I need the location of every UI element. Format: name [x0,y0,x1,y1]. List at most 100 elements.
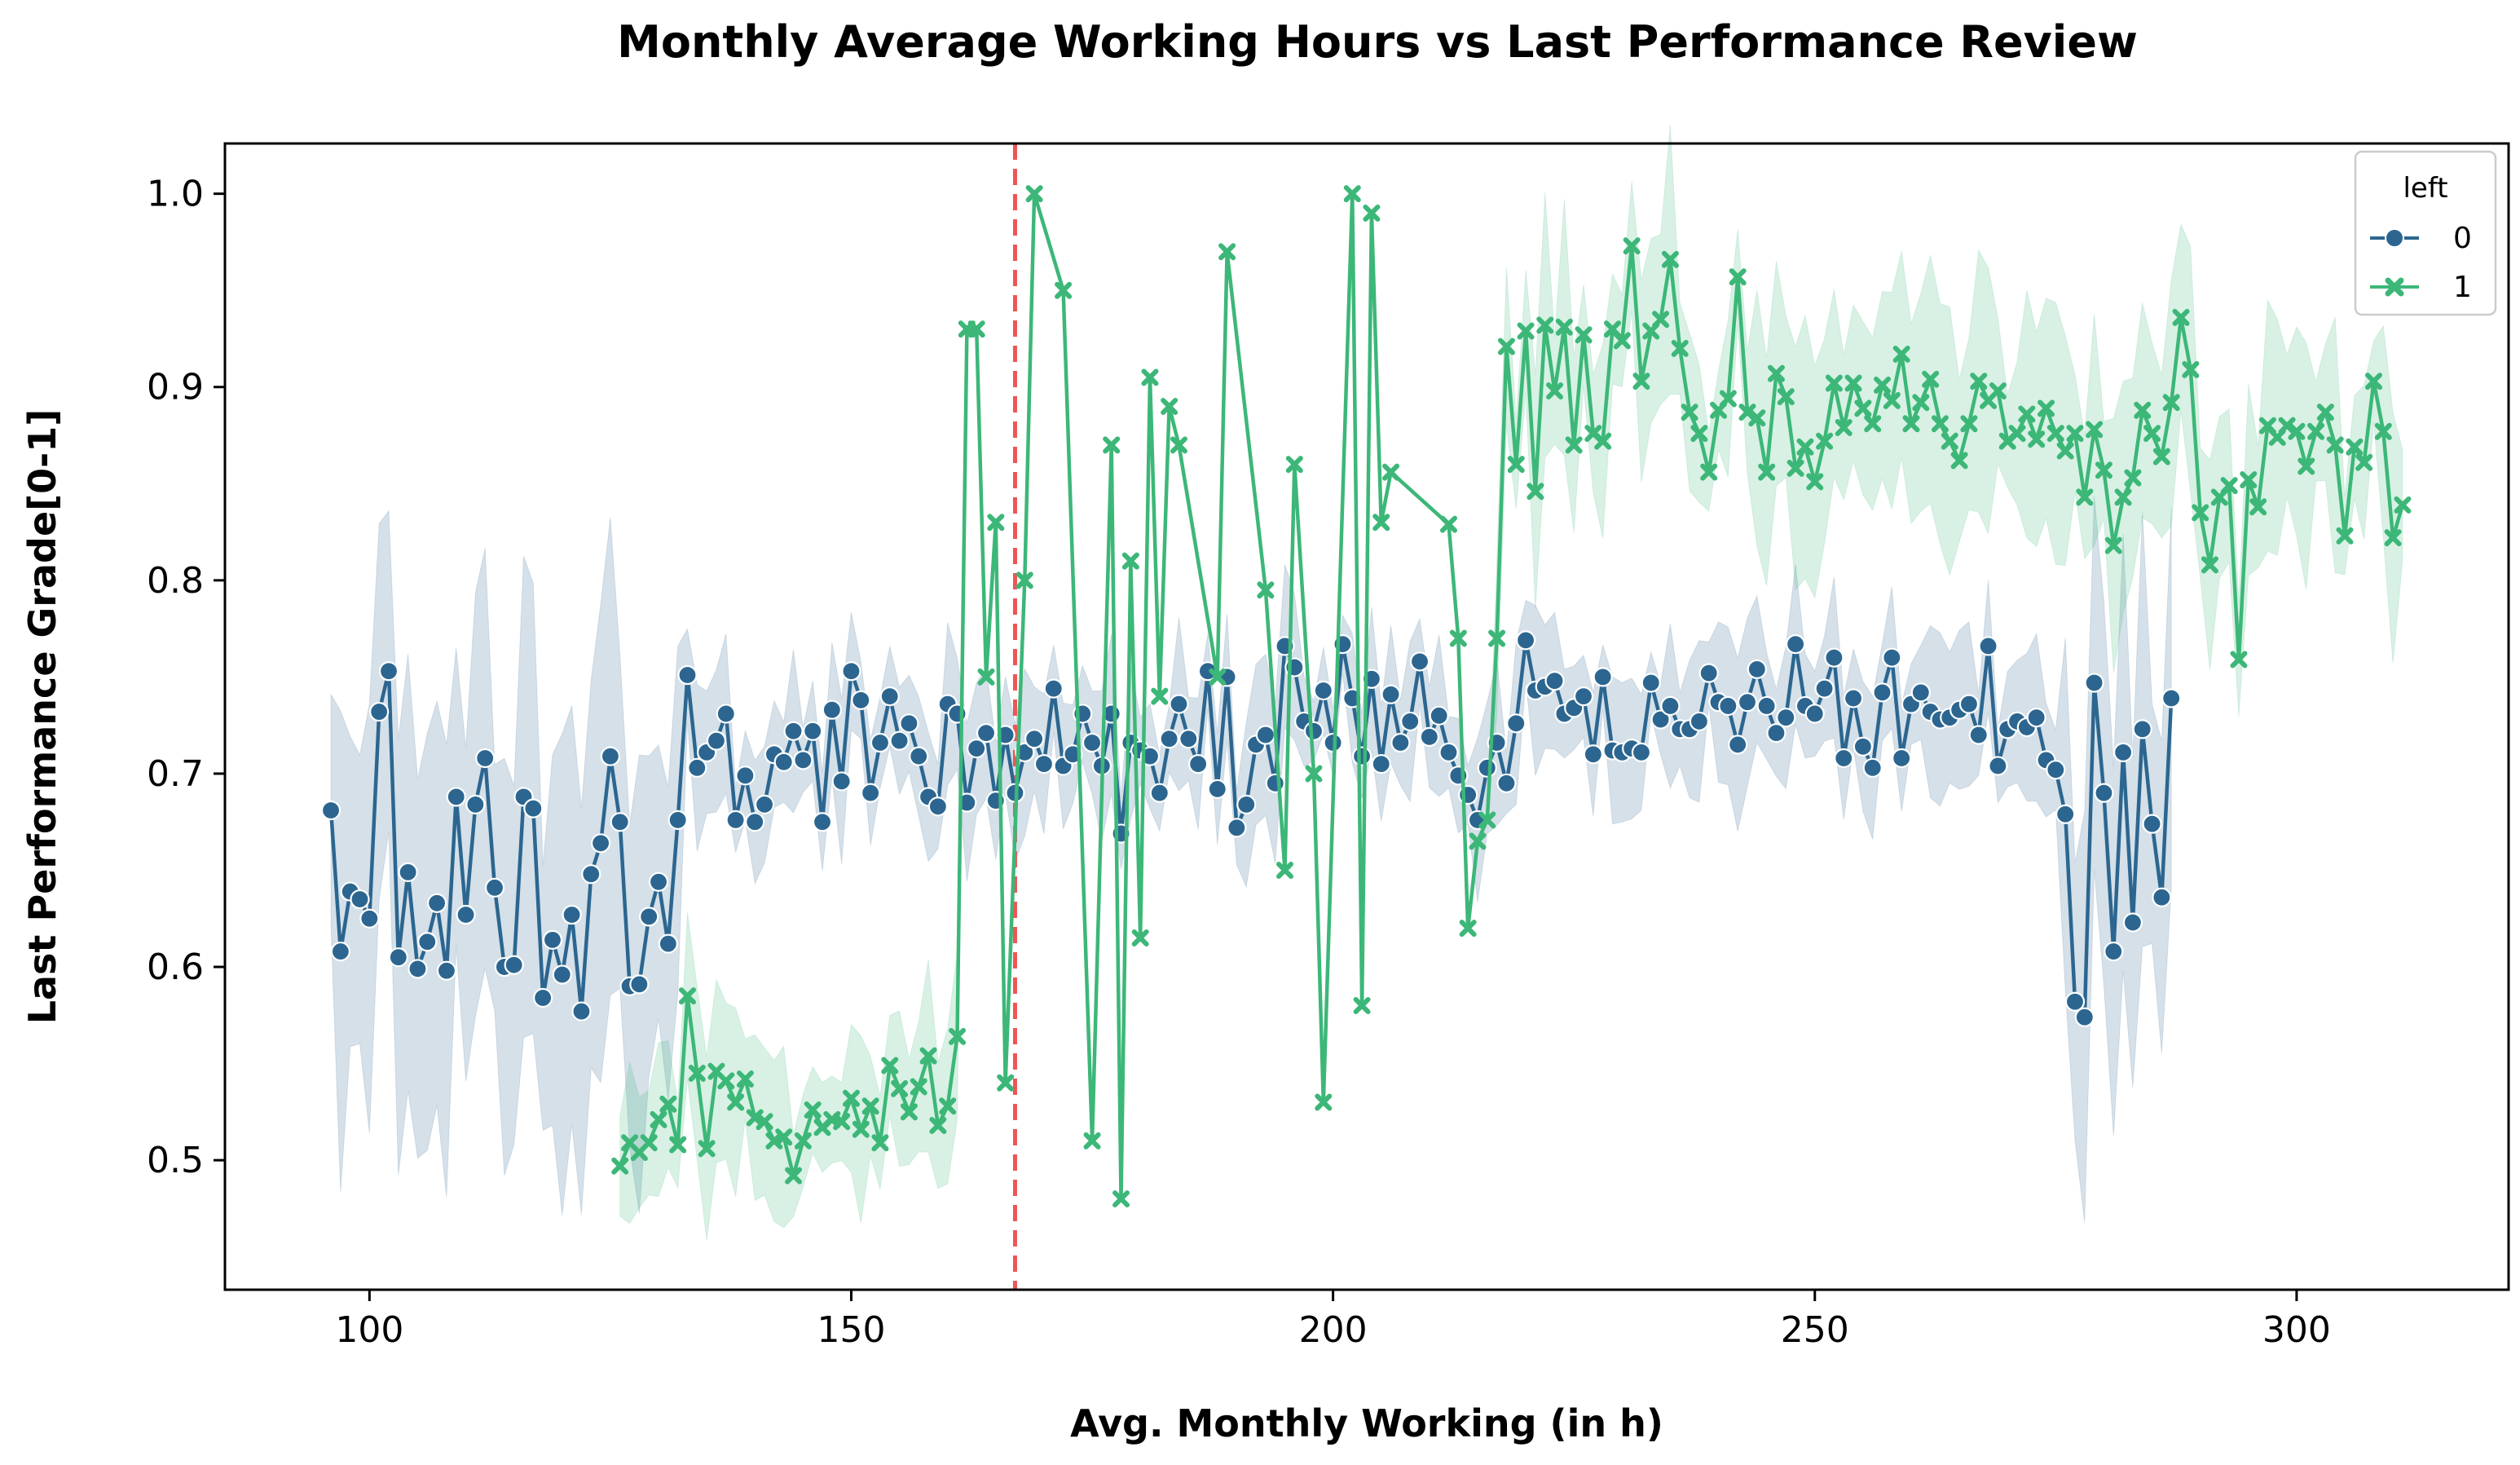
data-point-series-0 [1834,748,1854,769]
data-point-series-1 [1816,432,1834,450]
data-point-series-1 [1883,391,1901,409]
data-point-series-0 [1882,647,1902,668]
data-point-series-1 [1305,765,1323,783]
data-point-series-1 [2038,399,2055,417]
data-point-series-1 [1141,368,1159,386]
data-point-series-0 [812,812,833,832]
data-point-series-1 [2240,471,2258,489]
data-point-series-0 [1853,736,1873,757]
data-point-series-0 [1496,773,1517,793]
data-point-series-0 [1766,723,1786,744]
data-point-series-0 [398,862,418,882]
data-point-series-0 [1169,694,1189,714]
data-point-series-0 [1988,756,2008,776]
data-point-series-0 [1313,680,1333,701]
data-point-series-0 [2074,1007,2095,1027]
data-point-series-1 [871,1134,889,1152]
data-point-series-0 [1082,732,1103,753]
data-point-series-0 [456,904,476,925]
data-point-series-0 [899,713,919,734]
data-point-series-1 [861,1097,879,1115]
data-point-series-1 [1681,404,1698,421]
plot-area [320,124,2412,1290]
data-point-series-0 [1409,651,1430,672]
data-point-series-1 [775,1128,793,1146]
data-point-series-0 [1872,682,1892,703]
x-tick-label: 100 [335,1309,403,1351]
y-tick-label: 0.8 [147,560,204,602]
y-tick-label: 1.0 [147,174,204,215]
data-point-series-1 [1767,364,1785,382]
data-point-series-1 [2182,360,2200,378]
data-point-series-0 [1583,744,1603,765]
data-point-series-0 [552,964,572,985]
data-point-series-0 [484,877,505,898]
data-point-series-1 [1112,1190,1130,1208]
data-point-series-1 [611,1157,629,1175]
data-point-series-0 [378,661,399,682]
data-point-series-1 [736,1070,754,1088]
data-point-series-1 [833,1113,851,1131]
data-point-series-0 [716,704,736,724]
data-point-series-1 [1565,436,1583,454]
data-point-series-0 [427,893,447,913]
data-point-series-1 [2114,488,2132,506]
ci-band-series-0 [330,496,2172,1223]
data-point-series-1 [2249,498,2267,516]
data-point-series-1 [1825,374,1843,392]
data-point-series-0 [629,974,650,995]
data-point-series-1 [1652,311,1670,329]
data-point-series-0 [889,730,910,751]
data-point-series-1 [1892,345,1910,363]
data-point-series-0 [909,746,929,766]
data-point-series-1 [1864,415,1882,433]
legend-marker-series-0 [2385,228,2404,248]
data-point-series-1 [1083,1132,1101,1149]
data-point-series-0 [2122,912,2143,933]
data-point-series-1 [1700,463,1718,481]
data-point-series-1 [1209,668,1227,686]
data-point-series-0 [2055,804,2076,824]
y-tick-label: 0.5 [147,1140,204,1181]
data-point-series-1 [1218,243,1236,261]
data-point-series-1 [1151,687,1169,705]
data-point-series-0 [1814,678,1835,699]
data-point-series-1 [1055,281,1073,299]
data-point-series-0 [1178,729,1199,749]
data-point-series-0 [1236,794,1257,814]
data-point-series-1 [1632,373,1650,391]
data-point-series-0 [1265,773,1285,793]
data-point-series-1 [939,1097,957,1115]
data-point-series-0 [1756,695,1777,717]
data-point-series-1 [1015,571,1033,589]
data-point-series-0 [870,732,891,753]
data-point-series-0 [822,699,842,720]
data-point-series-1 [2143,425,2161,443]
y-tick-label: 0.6 [147,947,204,988]
data-point-series-1 [669,1136,687,1154]
data-point-series-0 [436,960,457,981]
data-point-series-0 [706,730,727,751]
data-point-series-0 [504,955,524,975]
data-point-series-1 [1507,456,1525,474]
data-point-series-1 [1517,322,1535,340]
data-point-series-0 [927,796,948,817]
data-point-series-0 [446,787,466,807]
x-tick-label: 150 [817,1309,885,1351]
data-point-series-0 [1015,742,1035,762]
data-point-series-1 [881,1057,899,1074]
data-point-series-0 [725,810,746,830]
data-point-series-1 [1382,463,1400,481]
data-point-series-0 [783,721,804,741]
data-point-series-1 [2316,404,2334,421]
data-point-series-0 [1728,735,1748,755]
data-point-series-1 [1729,268,1747,286]
data-point-series-1 [2346,438,2364,456]
data-point-series-1 [1459,920,1477,938]
data-point-series-0 [523,798,544,819]
legend-marker-series-1 [2385,277,2404,297]
data-point-series-0 [1351,746,1372,766]
data-point-series-0 [1024,729,1045,749]
data-point-series-1 [1257,581,1275,599]
data-point-series-0 [1978,636,1998,656]
